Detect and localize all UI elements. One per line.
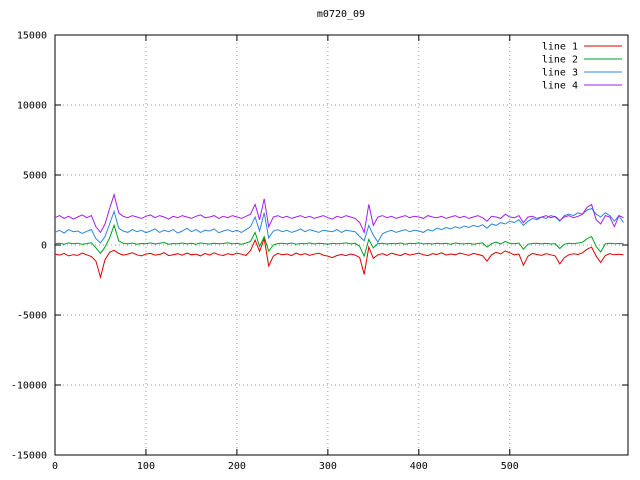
legend-label: line 2: [542, 55, 578, 66]
y-tick-label: 5000: [23, 171, 47, 182]
x-tick-label: 300: [319, 461, 337, 472]
series-line-2: [54, 223, 624, 258]
y-tick-label: 0: [41, 241, 47, 252]
x-tick-label: 0: [52, 461, 58, 472]
chart-title: m0720_09: [317, 9, 365, 20]
y-tick-label: -10000: [11, 381, 47, 392]
legend-label: line 1: [542, 42, 578, 53]
x-tick-label: 400: [410, 461, 428, 472]
x-tick-label: 500: [501, 461, 519, 472]
series-line-4: [54, 192, 624, 235]
plot-border: [54, 34, 629, 456]
series-line-3: [54, 208, 624, 244]
y-tick-label: -5000: [17, 311, 47, 322]
x-tick-label: 200: [228, 461, 246, 472]
y-tick-label: 10000: [17, 101, 47, 112]
y-tick-label: -15000: [11, 451, 47, 462]
y-tick-label: 15000: [17, 31, 47, 42]
series-line-1: [54, 236, 624, 280]
x-tick-label: 100: [137, 461, 155, 472]
legend-label: line 4: [542, 81, 578, 92]
legend-label: line 3: [542, 68, 578, 79]
